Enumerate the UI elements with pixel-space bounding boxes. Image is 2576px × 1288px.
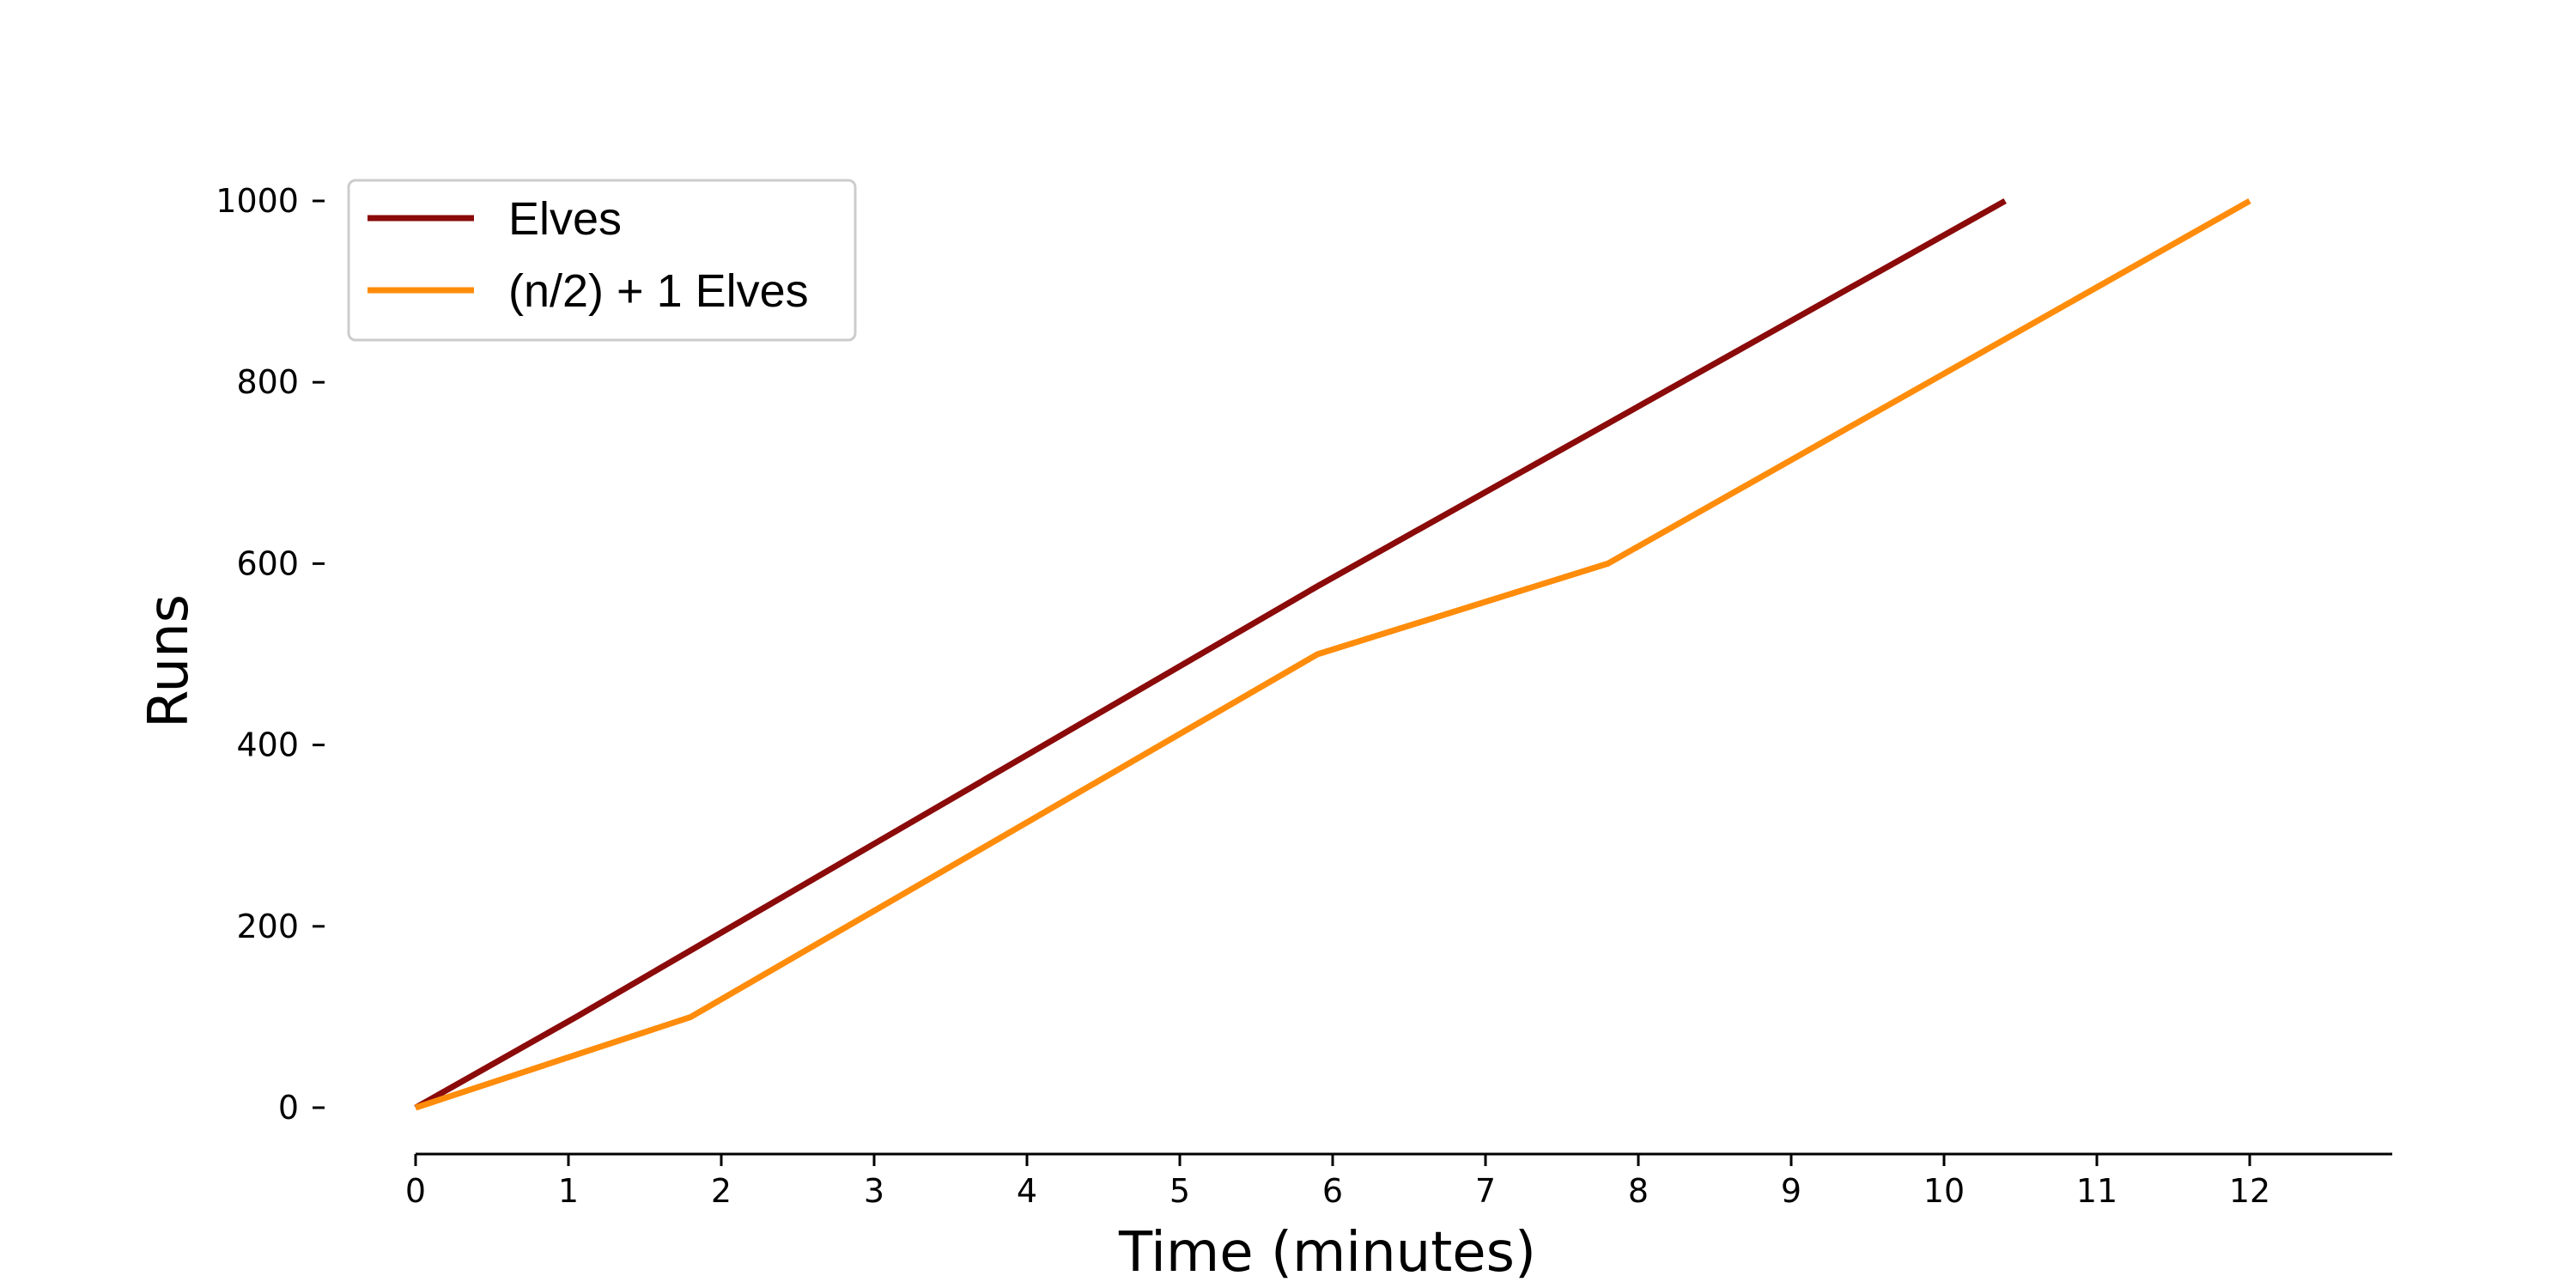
series-layer — [414, 197, 2251, 1111]
series-line-1 — [414, 197, 2007, 1111]
x-tick-label: 7 — [1475, 1172, 1496, 1210]
x-tick-label: 3 — [864, 1172, 884, 1210]
y-tick-label: 0 — [278, 1089, 299, 1127]
x-tick-label: 8 — [1628, 1172, 1649, 1210]
x-tick-label: 10 — [1923, 1172, 1965, 1210]
legend-box — [347, 179, 857, 342]
x-tick-label: 0 — [405, 1172, 426, 1210]
legend-label-1: Elves — [508, 193, 622, 245]
x-tick-label: 9 — [1781, 1172, 1801, 1210]
x-tick-label: 11 — [2076, 1172, 2117, 1210]
x-tick-label: 2 — [711, 1172, 732, 1210]
x-tick-label: 4 — [1017, 1172, 1037, 1210]
x-tick-label: 1 — [558, 1172, 579, 1210]
y-axis: 0 200 400 600 800 1000 — [216, 182, 325, 1127]
legend-label-2: (n/2) + 1 Elves — [508, 265, 809, 317]
x-tick-label: 12 — [2229, 1172, 2270, 1210]
y-axis-title: Runs — [137, 594, 201, 728]
y-tick-label: 400 — [236, 726, 299, 764]
y-tick-label: 1000 — [216, 182, 299, 220]
x-tick-label: 5 — [1170, 1172, 1190, 1210]
y-tick-label: 200 — [236, 908, 299, 945]
x-axis: 0 1 2 3 4 5 6 7 8 9 10 11 12 — [405, 1152, 2392, 1210]
y-tick-label: 800 — [236, 363, 299, 401]
legend: Elves (n/2) + 1 Elves — [347, 179, 857, 342]
y-tick-label: 600 — [236, 544, 299, 582]
series-line-2 — [414, 197, 2251, 1111]
x-tick-label: 6 — [1322, 1172, 1343, 1210]
x-axis-title: Time (minutes) — [1118, 1221, 1536, 1285]
